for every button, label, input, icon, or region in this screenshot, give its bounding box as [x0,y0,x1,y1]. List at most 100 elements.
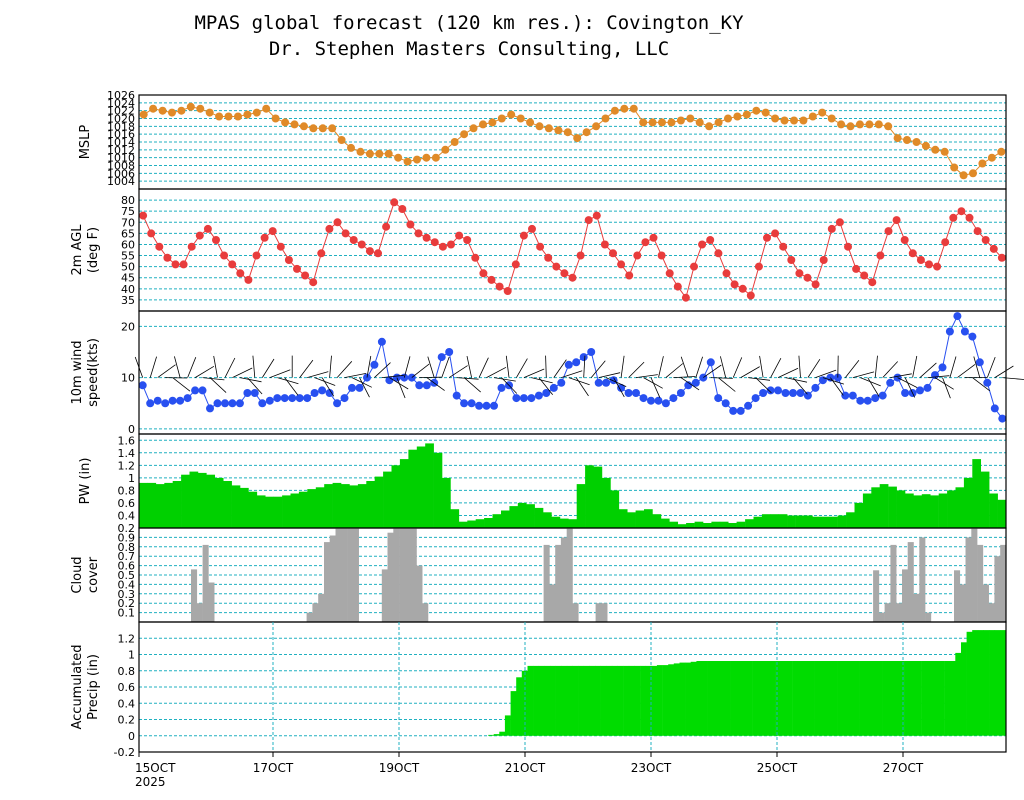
pw-bar [980,471,990,528]
wind-barb [703,364,722,378]
pw-bar [492,514,502,528]
pw-bar [753,516,763,528]
wind-point [482,401,491,410]
precip-bar [842,661,849,736]
temp-point [803,273,812,282]
temp-point [179,260,188,269]
precip-bar [493,734,500,736]
temp-point [617,260,626,269]
cloud-bar [549,584,556,622]
wind-barb [912,355,918,378]
wind-point [273,394,282,403]
precip-bar [803,661,810,736]
precip-panel-frame [138,621,1007,753]
precip-bar [825,661,832,736]
precip-bar [893,661,900,736]
wind-point [183,394,192,403]
cloud-tick-label: 0.2 [118,597,136,610]
pw-axis-label: PW (in) [78,458,93,505]
mslp-point [262,104,271,113]
wind-point [467,399,476,408]
wind-point [983,378,992,387]
wind-point [333,399,342,408]
wind-point [527,394,536,403]
wind-barb [213,355,218,378]
mslp-point [479,120,487,129]
mslp-tick-label: 1008 [107,160,135,173]
wind-barb [590,360,606,378]
pw-bar [298,491,308,528]
mslp-tick-label: 1004 [107,175,135,188]
precip-bar [673,663,680,736]
pw-bar [349,485,359,528]
pw-bar [686,523,695,528]
pw-bar [795,515,805,528]
cloud-bar [196,603,203,622]
precip-bar [899,661,905,736]
wind-point [198,386,207,395]
mslp-point [413,155,421,164]
wind-barb [822,377,845,385]
wind-barb [463,377,481,393]
wind-barb [830,377,844,396]
mslp-point [714,118,723,127]
pw-bar [778,514,788,528]
mslp-point [978,159,987,168]
wind-barb [568,377,590,386]
chart-title: MPAS global forecast (120 km res.): Covi… [194,12,744,34]
wind-barb [505,355,510,378]
mslp-point [488,118,497,127]
pw-bar [223,481,232,528]
wind-barb [717,377,736,392]
temp-point [681,293,690,302]
temp-point [576,251,585,260]
wind-barb [942,377,951,399]
pw-bar [189,471,199,528]
wind-point [856,396,865,405]
pw-bar [761,514,771,528]
precip-bar [831,661,838,736]
cloud-bar [977,544,984,622]
pw-bar [450,509,460,528]
cloud-bar [919,537,926,622]
mslp-point [318,124,327,133]
pw-bar [677,524,687,528]
cloud-bar [959,584,966,622]
pw-bar [963,477,973,528]
wind-point [146,399,155,408]
wind-point [945,327,954,336]
wind-point [542,389,551,397]
pw-bar [164,482,174,528]
wind-barb [374,362,391,378]
wind-point [235,399,244,408]
pw-tick-label: 0.4 [118,509,136,522]
mslp-point [874,120,883,129]
mslp-point [356,147,365,156]
mslp-point [761,108,770,117]
wind-point [863,396,872,405]
pw-bar [206,474,216,528]
wind-barb [792,377,808,395]
pw-bar [787,515,796,528]
date-tick-label: 19OCT [379,761,420,775]
temp-tick-label: 75 [121,205,135,218]
temp-tick-label: 60 [121,238,135,251]
wind-barb [755,377,772,394]
cloud-bar [890,544,897,622]
precip-bar [555,665,562,736]
wind-point [445,348,454,356]
pw-bar [484,518,493,528]
precip-bar [640,665,647,736]
temp-point [519,231,528,240]
precip-bar [696,661,703,736]
precip-bar [634,665,641,736]
cloud-tick-label: 0.1 [118,607,136,620]
mslp-point [554,126,563,135]
mslp-point [799,116,808,125]
precip-bar [752,661,759,736]
temp-point [203,224,212,233]
wind-barb [516,358,528,378]
mslp-point [771,114,780,123]
precip-bar [797,661,804,736]
wind-point [191,386,200,395]
